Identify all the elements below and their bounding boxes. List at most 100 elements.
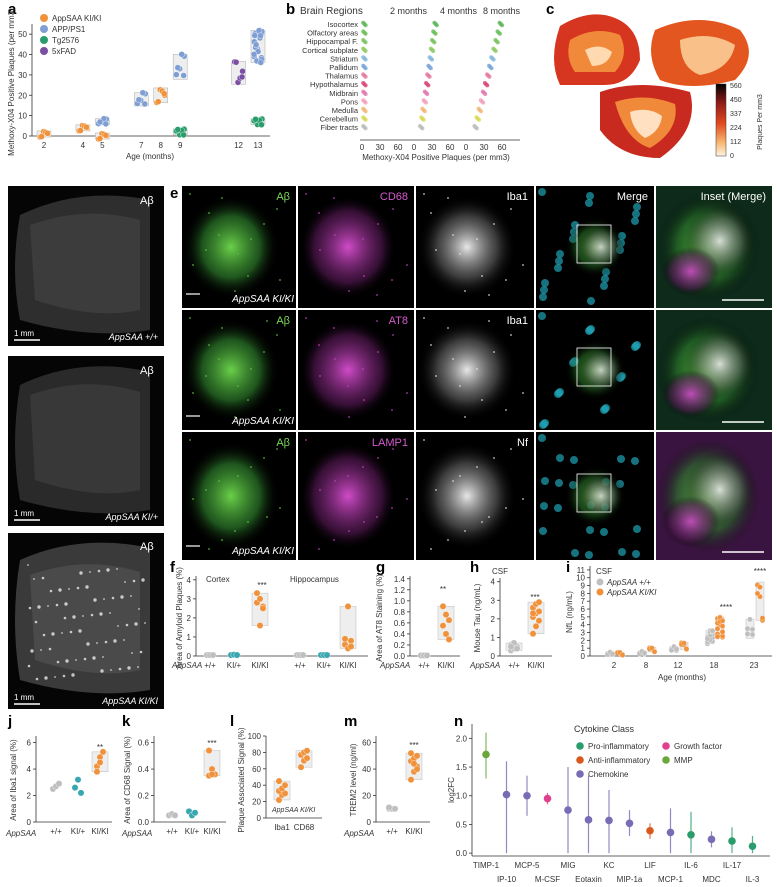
panel-a-legend-marker bbox=[40, 25, 48, 33]
panel-a-legend-marker bbox=[40, 36, 48, 44]
panel-h-point bbox=[513, 645, 521, 652]
panel-k-genotype-prefix: AppSAA bbox=[121, 829, 152, 838]
panel-k-ylabel: Area of CD68 Signal (%) bbox=[123, 736, 132, 824]
panel-d-scale-2: 1 mm bbox=[14, 509, 34, 518]
panel-b-point bbox=[430, 57, 434, 62]
panel-h-title: CSF bbox=[492, 567, 508, 576]
panel-d-plaque-dot bbox=[63, 616, 67, 620]
panel-d-plaque-dot bbox=[86, 642, 90, 646]
panel-b-point bbox=[427, 74, 432, 79]
panel-i-point bbox=[619, 652, 626, 658]
panel-b-point bbox=[497, 31, 502, 36]
panel-b-point bbox=[363, 83, 368, 88]
panel-k-xtick-label: KI/KI bbox=[203, 827, 220, 836]
panel-e-stain-dot bbox=[406, 498, 408, 500]
panel-e-stain-dot bbox=[263, 223, 265, 225]
panel-e-stain-dot bbox=[391, 507, 393, 509]
panel-a-point bbox=[252, 116, 259, 123]
panel-k-point bbox=[205, 747, 213, 754]
panel-h-point bbox=[532, 622, 540, 630]
panel-d-plaque-dot bbox=[42, 633, 46, 637]
panel-m-genotype-prefix: AppSAA bbox=[343, 829, 374, 838]
panel-e-stain-dot bbox=[430, 548, 432, 550]
panel-h-ytick-label: 3 bbox=[491, 596, 496, 605]
panel-a-ytick-label: 30 bbox=[18, 71, 27, 80]
panel-n-legend-marker bbox=[576, 770, 584, 778]
panel-e-channel-label: Aβ bbox=[276, 437, 290, 449]
panel-k-ytick-label: 0.6 bbox=[138, 739, 150, 748]
panel-a-point bbox=[238, 73, 246, 81]
panel-f-point bbox=[341, 635, 349, 643]
panel-letter-m: m bbox=[344, 713, 357, 730]
panel-d-plaque-dot bbox=[134, 622, 138, 626]
panel-d-plaque-dot bbox=[113, 639, 117, 643]
panel-d-plaque-dot bbox=[30, 649, 34, 653]
panel-a-ytick-label: 0 bbox=[23, 132, 28, 141]
panel-m-xtick-label: KI/KI bbox=[405, 827, 422, 836]
panel-d-plaque-dot bbox=[72, 615, 76, 619]
panel-n-ytick-label: 0.5 bbox=[456, 820, 468, 829]
panel-d-plaque-dot bbox=[130, 595, 132, 597]
panel-e-stain-dot bbox=[305, 439, 307, 441]
panel-i-point bbox=[651, 648, 658, 655]
panel-n-legend-label: MMP bbox=[674, 756, 693, 765]
panel-k-xtick-label: KI/+ bbox=[185, 827, 200, 836]
panel-k-point bbox=[208, 770, 216, 778]
panel-a-point bbox=[178, 51, 185, 58]
panel-a-ytick-label: 20 bbox=[18, 91, 27, 100]
panel-e-stain-dot bbox=[237, 385, 239, 387]
panel-letter-n: n bbox=[454, 713, 463, 730]
panel-e-merge-white bbox=[579, 225, 623, 269]
panel-n-xlabel: KC bbox=[603, 861, 614, 870]
panel-e-stain-dot bbox=[247, 521, 249, 523]
panel-e-stain-dot bbox=[481, 275, 483, 277]
panel-e-stain bbox=[299, 442, 397, 550]
panel-n-legend-label: Anti-inflammatory bbox=[588, 756, 650, 765]
panel-a-ytick-label: 40 bbox=[18, 51, 27, 60]
panel-f-point bbox=[233, 651, 241, 659]
panel-j-point bbox=[99, 748, 107, 756]
panel-l-point bbox=[297, 763, 305, 771]
panel-e-stain-dot bbox=[435, 375, 437, 377]
panel-d-plaque-dot bbox=[27, 564, 29, 566]
panel-e-stain-dot bbox=[476, 466, 478, 468]
panel-n-legend-marker bbox=[662, 756, 670, 764]
panel-a-point bbox=[38, 133, 45, 140]
panel-n-legend-label: Chemokine bbox=[588, 770, 629, 779]
panel-f-xtick-label: KI/KI bbox=[339, 661, 356, 670]
panel-a-point bbox=[250, 51, 258, 58]
panel-f-point bbox=[344, 603, 352, 610]
panel-e-stain-dot bbox=[318, 344, 320, 346]
panel-e-stain-dot bbox=[205, 375, 207, 377]
panel-d-plaque-dot bbox=[55, 603, 59, 607]
panel-n-ytick-label: 0.0 bbox=[456, 849, 468, 858]
panel-e-microscopy-grid: Aβ CD68 Iba1 Merge Inset (Merge) AppSAA KI/KI… bbox=[182, 186, 772, 560]
panel-i-ytick-label: 9 bbox=[581, 582, 586, 591]
panel-k-xtick-label: +/+ bbox=[166, 827, 178, 836]
panel-j-ylabel: Area of Iba1 signal (%) bbox=[9, 739, 18, 821]
panel-b-region-label: Pallidum bbox=[329, 63, 358, 72]
panel-n-xlabel: TIMP-1 bbox=[473, 861, 500, 870]
panel-h-significance: *** bbox=[530, 593, 539, 602]
panel-f-genotype-prefix: AppSAA bbox=[171, 661, 202, 670]
panel-i-ytick-label: 4 bbox=[581, 621, 586, 630]
panel-b-point bbox=[363, 117, 368, 122]
panel-m-significance: *** bbox=[409, 741, 418, 750]
panel-f-ytick-label: 2 bbox=[187, 614, 192, 623]
panel-f-ytick-label: 0 bbox=[187, 652, 192, 661]
panel-m-ytick-label: 20 bbox=[362, 792, 371, 801]
panel-n-point bbox=[482, 750, 490, 759]
panel-b-point bbox=[420, 126, 425, 131]
panel-e-stain-dot bbox=[334, 480, 336, 482]
panel-a-point bbox=[102, 132, 110, 139]
panel-e-nucleus bbox=[633, 203, 641, 211]
panel-e-nucleus bbox=[555, 479, 563, 487]
panel-c-colorbar-ticks: 560 450 337 224 112 0 bbox=[730, 83, 742, 160]
panel-b-point bbox=[363, 100, 368, 105]
panel-letter-h: h bbox=[470, 559, 479, 576]
panel-a-point bbox=[173, 71, 180, 78]
panel-h-ytick-label: 1 bbox=[491, 633, 496, 642]
panel-d-plaque-dot bbox=[144, 622, 146, 624]
panel-f-group-cortex: Cortex bbox=[206, 575, 230, 584]
